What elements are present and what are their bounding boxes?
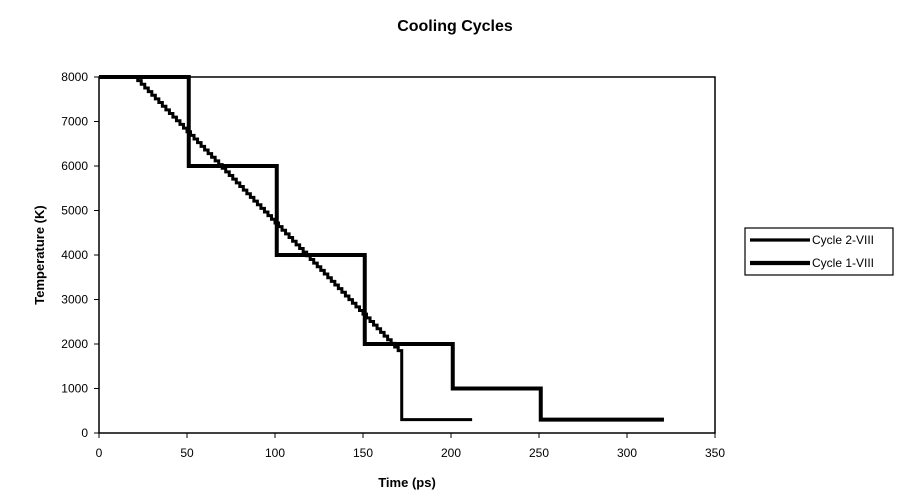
chart-title: Cooling Cycles [397,18,513,35]
x-tick-label: 300 [617,446,637,460]
legend-box [744,227,894,276]
y-tick-label: 1000 [61,382,88,396]
legend-label-cycle-1: Cycle 1-VIII [812,256,874,270]
x-tick-label: 250 [529,446,549,460]
y-tick-label: 4000 [61,248,88,262]
x-tick-label: 200 [441,446,461,460]
series-line-cycle-1 [99,75,664,422]
x-tick-label: 0 [96,446,103,460]
y-tick-label: 0 [81,426,88,440]
y-tick-label: 5000 [61,204,88,218]
y-axis-title: Temperature (K) [32,205,47,304]
y-tick-label: 8000 [61,70,88,84]
series-layer [99,75,664,422]
y-tick-label: 2000 [61,337,88,351]
x-tick-label: 50 [180,446,194,460]
plot-area [98,76,716,434]
y-tick-label: 7000 [61,115,88,129]
series-line-cycle-2 [99,75,473,422]
y-tick-label: 3000 [61,293,88,307]
legend-label-cycle-2: Cycle 2-VIII [812,233,874,247]
y-axis-ticks: 0 1000 2000 3000 4000 5000 6000 7000 8000 [61,70,99,440]
x-axis-ticks: 0 50 100 150 200 250 300 350 [96,433,725,460]
legend: Cycle 2-VIII Cycle 1-VIII [744,227,894,276]
x-tick-label: 350 [705,446,725,460]
y-tick-label: 6000 [61,159,88,173]
x-tick-label: 150 [353,446,373,460]
x-tick-label: 100 [265,446,285,460]
x-axis-title: Time (ps) [378,475,436,490]
